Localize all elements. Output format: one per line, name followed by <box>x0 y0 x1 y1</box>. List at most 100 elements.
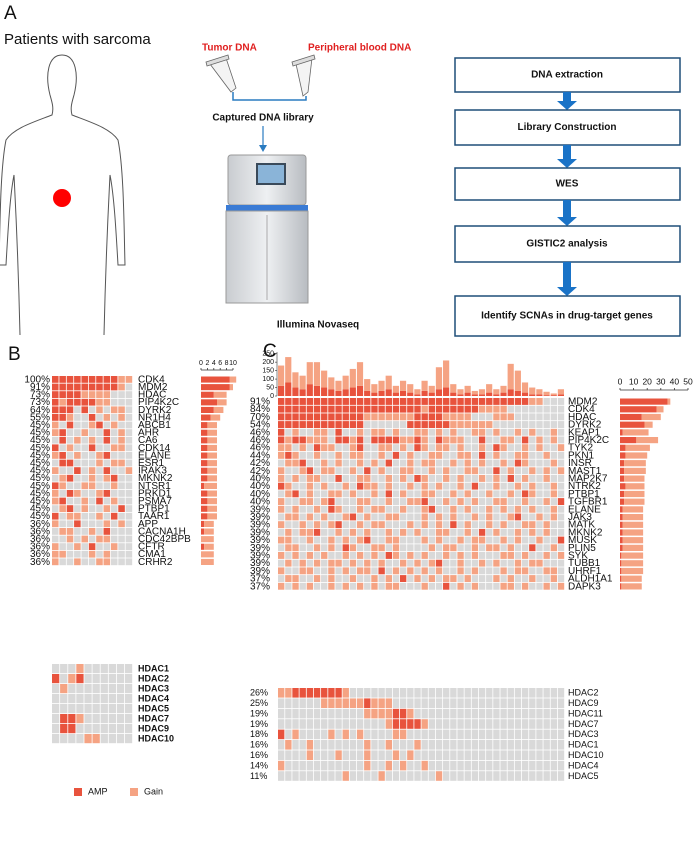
cell <box>471 740 479 750</box>
cell <box>313 719 321 729</box>
cell <box>529 528 536 536</box>
bar-gain <box>229 376 237 383</box>
cell <box>407 688 414 698</box>
bar-gain <box>622 529 644 536</box>
cell <box>321 451 328 459</box>
cell <box>486 559 493 567</box>
bar-amp <box>620 583 622 590</box>
cell <box>313 521 321 529</box>
cell <box>292 559 299 567</box>
gene: MUSK <box>568 535 597 546</box>
cell <box>328 582 335 590</box>
bar-amp <box>620 498 625 505</box>
cell <box>543 729 550 740</box>
cell <box>414 413 421 421</box>
cell <box>349 567 357 575</box>
cell <box>557 688 565 698</box>
cell <box>457 428 464 436</box>
cell <box>364 475 371 482</box>
cell <box>435 719 443 729</box>
gene: MAP2K7 <box>568 473 608 484</box>
cell <box>536 708 543 719</box>
gene: TGFBR1 <box>568 497 608 508</box>
cell <box>285 771 292 781</box>
cell <box>378 436 385 444</box>
cell <box>81 406 89 414</box>
cell <box>457 582 464 590</box>
cell <box>414 398 421 405</box>
heading: Patients with sarcoma <box>4 31 151 48</box>
cell <box>507 513 514 521</box>
cell <box>84 714 92 724</box>
cell <box>407 467 414 475</box>
cell <box>371 552 378 559</box>
cell <box>285 688 292 698</box>
cell <box>414 444 421 452</box>
cell <box>500 552 507 559</box>
cell <box>328 575 335 582</box>
percent: 42% <box>250 466 270 477</box>
cell <box>364 552 371 559</box>
cell <box>306 521 314 529</box>
cell <box>88 520 96 528</box>
cell <box>557 521 565 529</box>
cell <box>292 750 299 760</box>
cell <box>464 528 471 536</box>
cell <box>118 543 125 550</box>
cell <box>550 459 558 467</box>
cell <box>356 688 364 698</box>
cell <box>507 405 514 413</box>
flow-arrow <box>557 262 577 296</box>
cell <box>385 688 392 698</box>
cell <box>285 582 292 590</box>
cell <box>507 459 514 467</box>
cell <box>529 505 536 513</box>
cell <box>536 428 543 436</box>
cell <box>349 498 357 505</box>
percent: 45% <box>30 473 50 484</box>
bar-gain <box>207 437 217 444</box>
cell <box>486 498 493 505</box>
tick-label: 0 <box>618 376 623 386</box>
cell <box>278 536 285 544</box>
cell <box>435 688 443 698</box>
gene: HDAC7 <box>568 719 599 729</box>
cell <box>76 734 84 744</box>
bar-gain <box>625 444 650 451</box>
cell <box>500 771 507 781</box>
cell <box>486 421 493 428</box>
cell <box>521 771 529 781</box>
cell <box>92 694 100 704</box>
cell <box>421 729 428 740</box>
cell <box>313 436 321 444</box>
cell <box>557 482 565 490</box>
bar-gain <box>349 368 356 388</box>
cell <box>471 729 479 740</box>
cell <box>557 528 565 536</box>
bar-amp <box>299 389 306 396</box>
cell <box>81 520 89 528</box>
bar-gain <box>621 575 642 582</box>
cell <box>59 512 66 520</box>
cell <box>292 421 299 428</box>
cell <box>299 582 306 590</box>
cell <box>536 528 543 536</box>
bar-amp <box>620 460 625 467</box>
cell <box>278 459 285 467</box>
cell <box>478 490 486 498</box>
cell <box>285 544 292 552</box>
cell <box>514 536 522 544</box>
cell <box>407 708 414 719</box>
cell <box>321 467 328 475</box>
cell <box>471 567 479 575</box>
cell <box>59 406 66 414</box>
cell <box>306 505 314 513</box>
percent: 36% <box>30 557 50 568</box>
cell <box>285 421 292 428</box>
cell <box>414 771 421 781</box>
cell <box>81 467 89 474</box>
cell <box>118 512 125 520</box>
bar-gain <box>625 483 645 490</box>
flow-step: GISTIC2 analysis <box>526 239 608 250</box>
cell <box>529 729 536 740</box>
